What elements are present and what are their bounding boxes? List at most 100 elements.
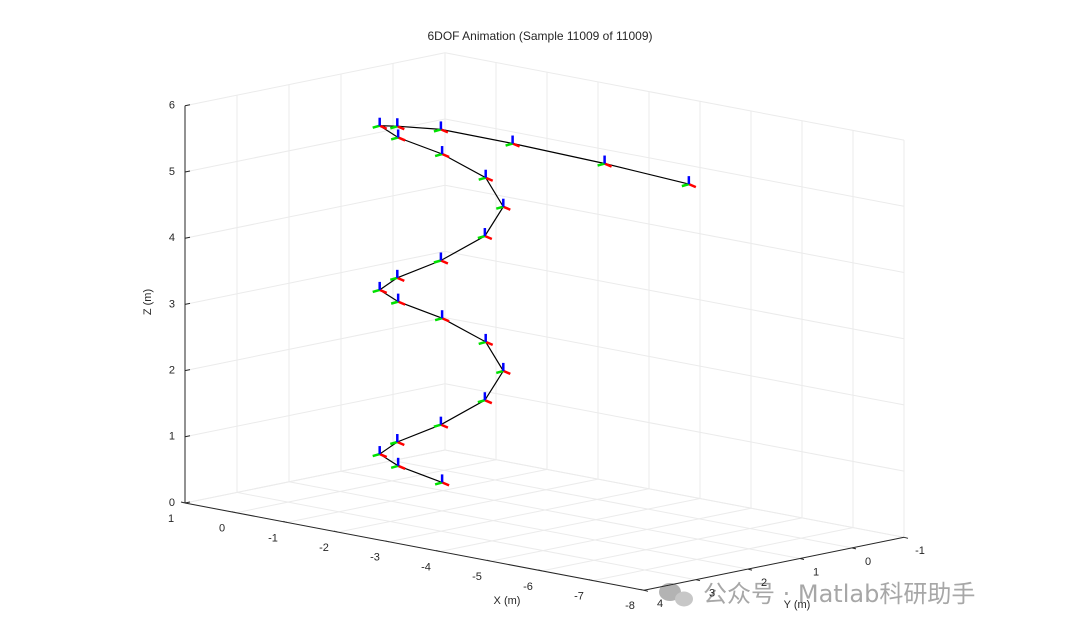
z-axis-label: Z (m) bbox=[142, 289, 154, 315]
grid-line bbox=[392, 460, 853, 549]
triad-axis bbox=[372, 288, 381, 294]
z-tick-label: 4 bbox=[169, 232, 175, 244]
triad-axis bbox=[397, 136, 406, 142]
triad bbox=[390, 293, 406, 306]
triad-axis bbox=[433, 259, 442, 264]
triad bbox=[434, 474, 450, 487]
triad bbox=[372, 281, 388, 295]
triad-axis bbox=[379, 452, 388, 459]
triad bbox=[389, 269, 405, 282]
grid-line bbox=[184, 383, 446, 438]
z-tick-label: 5 bbox=[169, 166, 175, 178]
grid-line bbox=[444, 184, 905, 273]
z-tick bbox=[184, 236, 191, 239]
grid-line bbox=[444, 383, 905, 472]
z-tick-label: 6 bbox=[169, 100, 175, 112]
triad-axis bbox=[390, 464, 399, 470]
grid-line bbox=[184, 317, 446, 372]
grid-line bbox=[444, 449, 905, 538]
triad-axis bbox=[433, 423, 442, 428]
triad-axis bbox=[502, 369, 511, 376]
grid-line bbox=[236, 491, 697, 581]
triad-axis bbox=[379, 124, 388, 130]
x-axis-line bbox=[184, 502, 645, 591]
x-tick-label: -5 bbox=[472, 571, 482, 583]
triad-axis bbox=[478, 176, 487, 181]
triad-axis bbox=[441, 317, 450, 323]
triad-axis bbox=[434, 481, 443, 486]
z-tick bbox=[184, 104, 191, 107]
triad-axis bbox=[379, 288, 388, 295]
grid-line bbox=[388, 488, 650, 543]
triad-axis bbox=[604, 162, 613, 168]
triad-axis bbox=[372, 452, 381, 458]
grid-line bbox=[541, 517, 803, 572]
y-tick-label: 3 bbox=[709, 588, 715, 600]
x-tick-label: -3 bbox=[370, 552, 380, 564]
triad bbox=[433, 416, 449, 429]
triad-axis bbox=[485, 340, 494, 347]
grid-line bbox=[286, 468, 548, 523]
triad-axis bbox=[396, 440, 405, 447]
watermark-text: 公众号 · Matlab科研助手 bbox=[703, 580, 975, 608]
triad-axis bbox=[688, 182, 697, 189]
triad bbox=[597, 155, 613, 168]
grid-line bbox=[184, 250, 446, 305]
triad-axis bbox=[396, 276, 405, 282]
x-tick-label: 0 bbox=[219, 523, 225, 535]
grid-line bbox=[444, 118, 905, 207]
watermark-icon bbox=[659, 583, 681, 601]
triad bbox=[372, 446, 388, 459]
grid-line bbox=[490, 507, 752, 562]
triad-axis bbox=[440, 259, 449, 265]
z-tick bbox=[184, 435, 191, 438]
triad-axis bbox=[485, 176, 494, 182]
x-tick-label: -1 bbox=[268, 532, 278, 544]
grid-line bbox=[444, 317, 905, 406]
z-tick bbox=[184, 170, 191, 173]
triad-axis bbox=[681, 182, 690, 188]
x-tick-label: -7 bbox=[574, 591, 584, 603]
triad bbox=[434, 146, 450, 159]
triad bbox=[390, 457, 406, 470]
triad-axis bbox=[433, 128, 442, 133]
triad bbox=[477, 392, 493, 405]
chart-title: 6DOF Animation (Sample 11009 of 11009) bbox=[427, 29, 652, 43]
grid-line bbox=[235, 459, 497, 514]
y-tick-label: 1 bbox=[813, 566, 819, 578]
watermark: 公众号 · Matlab科研助手 bbox=[659, 580, 975, 608]
triad-axis bbox=[512, 142, 521, 148]
watermark-icon bbox=[675, 591, 693, 607]
grid-line bbox=[337, 478, 599, 533]
x-tick-label: -2 bbox=[319, 542, 329, 554]
triad bbox=[433, 121, 449, 134]
triad-axis bbox=[484, 399, 493, 405]
y-axis-line bbox=[643, 536, 905, 591]
triad bbox=[390, 129, 406, 142]
z-tick-label: 2 bbox=[169, 365, 175, 377]
triad-axis bbox=[397, 464, 406, 470]
triad-axis bbox=[390, 300, 399, 305]
triad-axis bbox=[477, 399, 486, 404]
triad bbox=[372, 117, 388, 130]
triad-axis bbox=[484, 234, 493, 241]
triad-axis bbox=[477, 234, 486, 240]
triad-axis bbox=[495, 369, 504, 375]
x-tick-label: -4 bbox=[421, 561, 431, 573]
triad bbox=[478, 169, 494, 182]
grid-line bbox=[444, 52, 905, 141]
triad-axis bbox=[597, 162, 605, 167]
x-tick-label: -6 bbox=[523, 581, 533, 593]
y-tick-label: -1 bbox=[915, 545, 925, 557]
triad-axis bbox=[505, 142, 513, 147]
y-tick-label: 2 bbox=[761, 577, 767, 589]
triad-axis bbox=[397, 300, 406, 306]
grid-line bbox=[439, 498, 701, 552]
z-tick-label: 3 bbox=[169, 298, 175, 310]
triad bbox=[681, 176, 697, 189]
triad-axis bbox=[440, 423, 449, 429]
triad-axis bbox=[372, 124, 381, 129]
y-axis-label: Y (m) bbox=[784, 599, 811, 611]
triad-axis bbox=[478, 340, 487, 346]
